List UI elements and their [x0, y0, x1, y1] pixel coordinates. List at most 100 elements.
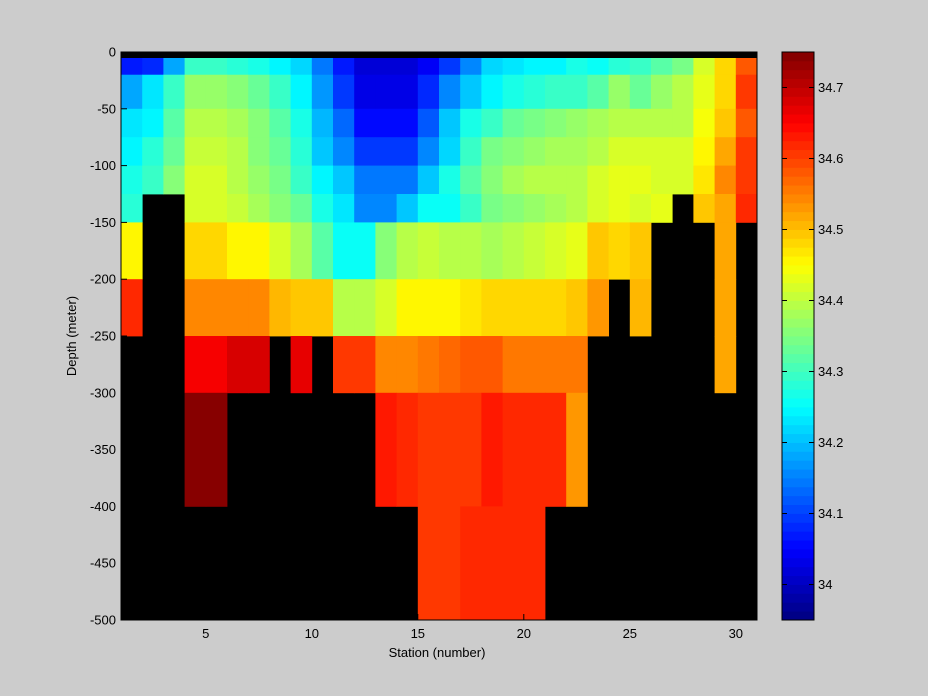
heatmap-cell — [502, 74, 525, 110]
heatmap-cell — [481, 506, 503, 621]
heatmap-cell — [205, 222, 228, 280]
colorbar-swatch — [782, 87, 814, 97]
colorbar-swatch — [782, 220, 814, 230]
heatmap-cell — [502, 137, 525, 166]
heatmap-cell — [396, 222, 419, 280]
heatmap-cell — [439, 58, 461, 76]
heatmap-cell — [672, 58, 694, 76]
heatmap-cell — [142, 165, 164, 195]
heatmap-cell — [269, 58, 291, 76]
colorbar-swatch — [782, 433, 814, 443]
heatmap-cell — [333, 58, 355, 76]
heatmap-cell — [587, 165, 609, 195]
heatmap-cell — [439, 222, 461, 280]
heatmap-cell — [142, 137, 164, 166]
heatmap-cell — [735, 58, 758, 76]
heatmap-cell — [608, 58, 631, 76]
heatmap-cell — [629, 74, 652, 110]
heatmap-cell — [333, 336, 355, 394]
heatmap-cell — [566, 58, 588, 76]
heatmap-cell — [121, 279, 143, 337]
heatmap-cell — [587, 222, 609, 280]
heatmap-cell — [184, 222, 207, 280]
colorbar-swatch — [782, 300, 814, 310]
colorbar-swatch — [782, 229, 814, 239]
heatmap-cell — [142, 108, 164, 138]
colorbar-swatch — [782, 513, 814, 523]
heatmap-cell — [608, 165, 631, 195]
heatmap-cell — [523, 279, 546, 337]
x-tick-label: 10 — [305, 626, 319, 641]
heatmap-cell — [184, 392, 207, 507]
colorbar-swatch — [782, 211, 814, 222]
heatmap-cell — [121, 58, 143, 76]
colorbar-swatch — [782, 114, 814, 124]
heatmap-cell — [672, 108, 694, 138]
heatmap-cell — [311, 222, 334, 280]
y-tick-label: -450 — [90, 556, 116, 571]
heatmap-cell — [375, 74, 397, 110]
heatmap-cell — [460, 279, 482, 337]
heatmap-cell — [248, 108, 270, 138]
heatmap-cell — [460, 108, 482, 138]
heatmap-cell — [735, 108, 758, 138]
heatmap-cell — [248, 279, 270, 337]
y-tick-label: -100 — [90, 158, 116, 173]
colorbar-swatch — [782, 353, 814, 364]
colorbar-swatch — [782, 424, 814, 435]
heatmap-cell — [290, 222, 313, 280]
heatmap-cell — [354, 194, 376, 223]
colorbar-border — [781, 51, 815, 621]
heatmap-cell — [629, 194, 652, 223]
heatmap-cell — [311, 74, 334, 110]
heatmap-cell — [417, 74, 440, 110]
x-axis-label: Station (number) — [389, 645, 486, 660]
heatmap-cell — [693, 137, 715, 166]
heatmap-cell — [545, 74, 567, 110]
heatmap-cell — [417, 222, 440, 280]
colorbar-swatch — [782, 415, 814, 426]
colorbar-swatch — [782, 540, 814, 550]
heatmap-cell — [227, 165, 249, 195]
heatmap-cell — [248, 336, 270, 394]
heatmap-cell — [693, 194, 715, 223]
heatmap-cell — [523, 137, 546, 166]
heatmap-cell — [205, 58, 228, 76]
heatmap-cell — [608, 108, 631, 138]
heatmap-cell — [502, 222, 525, 280]
heatmap-cell — [714, 58, 737, 76]
heatmap-cell — [481, 222, 503, 280]
colorbar-swatch — [782, 202, 814, 213]
heatmap-cell — [142, 58, 164, 76]
heatmap-cell — [375, 336, 397, 394]
colorbar-swatch — [782, 504, 814, 514]
heatmap-cell — [375, 58, 397, 76]
heatmap-cell — [375, 108, 397, 138]
heatmap-cell — [248, 58, 270, 76]
heatmap-cell — [672, 74, 694, 110]
heatmap-cell — [502, 392, 525, 507]
colorbar-swatch — [782, 584, 814, 594]
colorbar-swatch — [782, 158, 814, 168]
heatmap-cell — [163, 58, 185, 76]
heatmap-cell — [545, 222, 567, 280]
heatmap-cell — [523, 336, 546, 394]
heatmap-cell — [523, 74, 546, 110]
heatmap-cell — [735, 74, 758, 110]
heatmap-cell — [333, 222, 355, 280]
colorbar-swatch — [782, 557, 814, 568]
heatmap-cell — [227, 137, 249, 166]
y-tick-label: -200 — [90, 272, 116, 287]
heatmap-cell — [184, 58, 207, 76]
heatmap-cell — [502, 58, 525, 76]
heatmap-cell — [417, 194, 440, 223]
heatmap-cell — [396, 137, 419, 166]
heatmap-cell — [417, 58, 440, 76]
heatmap-cell — [396, 74, 419, 110]
heatmap-cell — [502, 279, 525, 337]
heatmap-cell — [545, 108, 567, 138]
heatmap-cell — [693, 165, 715, 195]
heatmap-cell — [735, 137, 758, 166]
heatmap-cell — [502, 336, 525, 394]
heatmap-cell — [121, 165, 143, 195]
